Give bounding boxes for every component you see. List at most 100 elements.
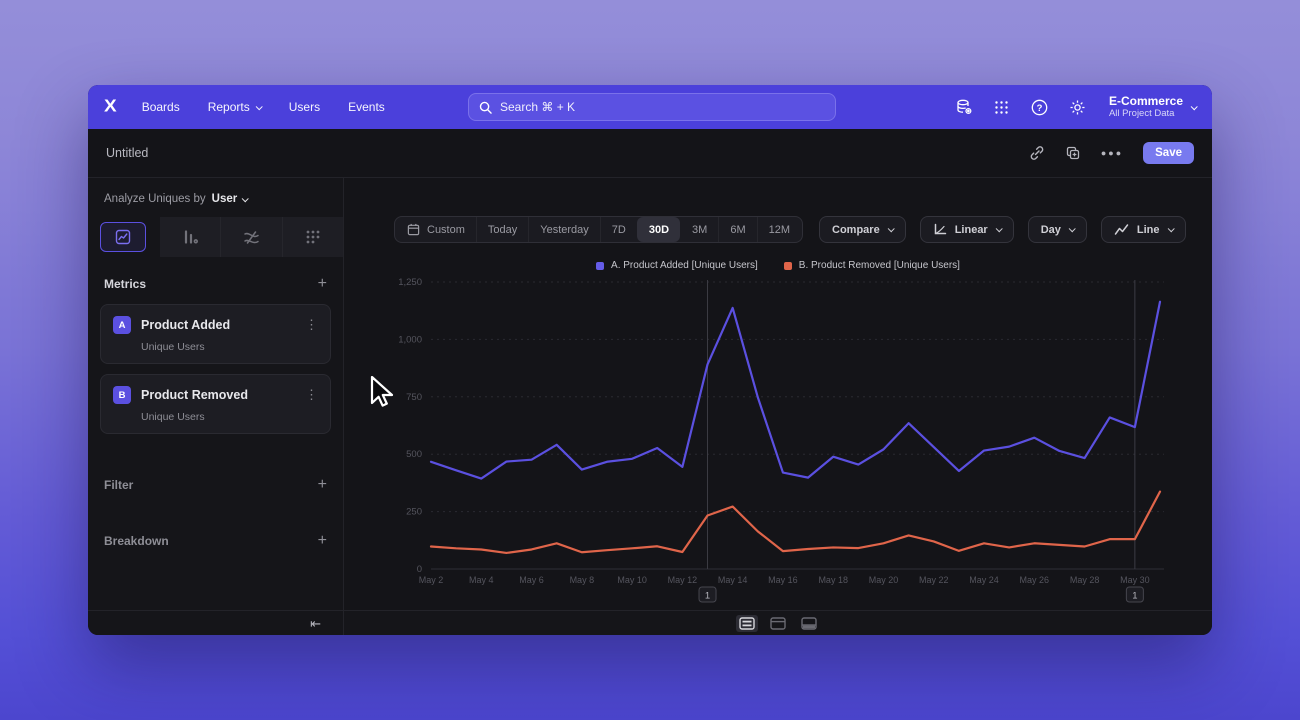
scale-select[interactable]: Linear bbox=[919, 216, 1014, 243]
search-input[interactable]: Search ⌘ + K bbox=[468, 93, 836, 121]
tab-flows[interactable] bbox=[220, 217, 281, 257]
metric-list: A Product Added ⋮ Unique Users B Product Remo… bbox=[88, 304, 343, 434]
main-nav: Boards Reports Users Events bbox=[142, 100, 385, 114]
annotation-badge[interactable] bbox=[1125, 586, 1144, 603]
bottom-row-layout-icon[interactable] bbox=[798, 615, 820, 632]
range-30d[interactable]: 30D bbox=[636, 217, 681, 242]
breakdown-section-header: Breakdown + bbox=[88, 514, 343, 556]
split-rows-layout-icon[interactable] bbox=[736, 614, 758, 632]
analyze-by-label: Analyze Uniques by bbox=[104, 193, 206, 205]
series-line-b[interactable] bbox=[429, 490, 1162, 555]
help-icon[interactable]: ? bbox=[1031, 98, 1049, 116]
metric-card-b[interactable]: B Product Removed ⋮ Unique Users bbox=[100, 374, 331, 434]
metric-name: Product Removed bbox=[141, 388, 248, 402]
range-label: Yesterday bbox=[540, 223, 589, 236]
range-yesterday[interactable]: Yesterday bbox=[528, 217, 600, 242]
x-tick-label: May 16 bbox=[768, 575, 798, 585]
chart-type-tabs bbox=[88, 217, 343, 257]
project-name: E-Commerce bbox=[1108, 94, 1183, 108]
breakdown-label: Breakdown bbox=[104, 534, 169, 548]
x-tick-label: May 28 bbox=[1070, 575, 1100, 585]
nav-item-label: Users bbox=[288, 100, 321, 114]
legend-swatch bbox=[596, 261, 605, 270]
interval-select[interactable]: Day bbox=[1027, 216, 1087, 243]
chevron-down-icon bbox=[995, 225, 1003, 233]
data-management-icon[interactable] bbox=[955, 98, 973, 116]
mixpanel-logo-icon[interactable]: X bbox=[104, 97, 117, 116]
nav-item-events[interactable]: Events bbox=[348, 100, 385, 114]
app-window: X Boards Reports Users Events Search ⌘ + K … bbox=[88, 85, 1212, 635]
bar-chart-icon bbox=[184, 230, 198, 244]
add-filter-button[interactable]: + bbox=[317, 476, 327, 493]
y-tick-label: 1,250 bbox=[398, 277, 422, 288]
query-builder-sidebar: Analyze Uniques by User bbox=[88, 178, 344, 610]
tab-bar-chart[interactable] bbox=[160, 217, 220, 257]
settings-gear-icon[interactable] bbox=[1069, 98, 1087, 116]
range-7d[interactable]: 7D bbox=[599, 217, 637, 242]
nav-item-boards[interactable]: Boards bbox=[142, 100, 180, 114]
legend-item[interactable]: B. Product Removed [Unique Users] bbox=[783, 260, 960, 271]
search-placeholder: Search ⌘ + K bbox=[500, 100, 576, 114]
add-breakdown-button[interactable]: + bbox=[317, 532, 327, 549]
y-tick-label: 1,000 bbox=[398, 334, 422, 345]
nav-item-reports[interactable]: Reports bbox=[208, 100, 263, 114]
x-tick-label: May 6 bbox=[519, 575, 544, 585]
save-button[interactable]: Save bbox=[1143, 142, 1194, 164]
duplicate-icon[interactable] bbox=[1065, 145, 1081, 161]
line-chart-icon bbox=[1114, 224, 1129, 235]
add-metric-button[interactable]: + bbox=[317, 275, 327, 292]
linear-axis-icon bbox=[934, 223, 946, 235]
metric-name: Product Added bbox=[141, 318, 231, 332]
x-tick-label: May 24 bbox=[969, 575, 999, 585]
range-label: Custom bbox=[427, 223, 465, 236]
chart-type-select[interactable]: Line bbox=[1100, 216, 1186, 243]
range-today[interactable]: Today bbox=[475, 217, 528, 242]
more-options-button[interactable]: ●●● bbox=[1100, 148, 1124, 158]
range-label: 3M bbox=[692, 223, 708, 236]
metric-subtitle: Unique Users bbox=[141, 411, 205, 423]
dots-grid-icon bbox=[306, 230, 320, 244]
project-subtitle: All Project Data bbox=[1108, 108, 1175, 119]
chart-type-tab-strip bbox=[160, 217, 343, 257]
compare-button[interactable]: Compare bbox=[819, 216, 906, 243]
range-label: 6M bbox=[730, 223, 746, 236]
tab-more-charts[interactable] bbox=[281, 217, 343, 257]
legend-item[interactable]: A. Product Added [Unique Users] bbox=[596, 260, 758, 271]
range-6m[interactable]: 6M bbox=[718, 217, 756, 242]
range-label: 7D bbox=[611, 223, 626, 236]
search-icon bbox=[479, 101, 492, 114]
chevron-down-icon bbox=[887, 225, 895, 233]
y-tick-label: 500 bbox=[406, 449, 422, 460]
copy-link-icon[interactable] bbox=[1029, 145, 1045, 161]
x-tick-label: May 14 bbox=[718, 575, 748, 585]
chevron-down-icon bbox=[1167, 225, 1175, 233]
project-switcher[interactable]: E-Commerce All Project Data bbox=[1108, 94, 1198, 119]
collapse-sidebar-icon[interactable]: ⇤ bbox=[310, 615, 321, 631]
metric-card-a[interactable]: A Product Added ⋮ Unique Users bbox=[100, 304, 331, 364]
metric-badge: B bbox=[113, 386, 131, 404]
x-tick-label: May 20 bbox=[869, 575, 899, 585]
line-chart-canvas[interactable]: 0 250 500 750 1,000 1,250 1 1 May 2 May 4 May 6 May… bbox=[382, 274, 1172, 614]
x-tick-label: May 2 bbox=[419, 575, 444, 585]
x-tick-label: May 22 bbox=[919, 575, 949, 585]
analyze-by-selector[interactable]: User bbox=[212, 193, 249, 205]
range-12m[interactable]: 12M bbox=[756, 217, 801, 242]
report-title[interactable]: Untitled bbox=[106, 146, 149, 160]
tab-insights[interactable] bbox=[100, 222, 146, 252]
range-3m[interactable]: 3M bbox=[680, 217, 718, 242]
nav-item-label: Boards bbox=[141, 100, 180, 114]
layout-toggle-group bbox=[344, 611, 1212, 635]
report-canvas: Custom Today Yesterday 7D 30D 3M 6M 12M Compare… bbox=[344, 178, 1212, 610]
report-header: Untitled ●●● Save bbox=[88, 129, 1212, 178]
legend-label: B. Product Removed [Unique Users] bbox=[798, 260, 960, 271]
metric-menu-icon[interactable]: ⋮ bbox=[305, 387, 318, 402]
metric-menu-icon[interactable]: ⋮ bbox=[305, 317, 318, 332]
series-line-a[interactable] bbox=[429, 300, 1162, 480]
nav-item-users[interactable]: Users bbox=[289, 100, 320, 114]
x-tick-label: May 26 bbox=[1020, 575, 1050, 585]
apps-grid-icon[interactable] bbox=[993, 98, 1011, 116]
top-row-layout-icon[interactable] bbox=[767, 615, 789, 632]
annotation-badge[interactable] bbox=[698, 586, 717, 603]
range-custom[interactable]: Custom bbox=[396, 217, 476, 242]
y-tick-label: 250 bbox=[406, 507, 422, 518]
